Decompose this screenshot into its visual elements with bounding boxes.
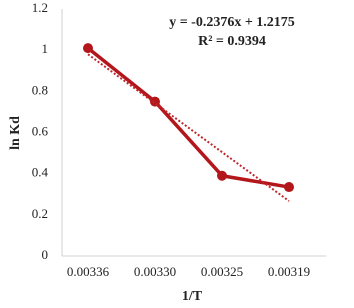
x-tick-label: 0.00319 xyxy=(268,264,310,279)
trendline-equation: y = -0.2376x + 1.2175 xyxy=(169,15,295,30)
point xyxy=(83,43,93,54)
series-line xyxy=(86,46,290,189)
point xyxy=(284,182,294,193)
point xyxy=(150,96,160,107)
y-tick-label: 0.2 xyxy=(32,206,48,221)
y-tick-label: 1 xyxy=(42,41,49,56)
y-tick-label: 1.2 xyxy=(32,0,48,15)
y-tick-label: 0.4 xyxy=(32,165,49,180)
y-axis-label: ln Kd xyxy=(8,116,23,150)
x-tick-label: 0.00336 xyxy=(67,264,110,279)
point xyxy=(217,170,227,181)
x-tick-label: 0.00325 xyxy=(201,264,243,279)
x-axis-label: 1/T xyxy=(182,289,203,304)
y-tick-label: 0.8 xyxy=(32,82,48,97)
x-tick-label: 0.00330 xyxy=(134,264,176,279)
y-tick-label: 0.6 xyxy=(32,123,49,138)
y-tick-label: 0 xyxy=(42,247,49,262)
trendline xyxy=(87,53,290,202)
trendline-r-squared: R² = 0.9394 xyxy=(198,34,266,49)
